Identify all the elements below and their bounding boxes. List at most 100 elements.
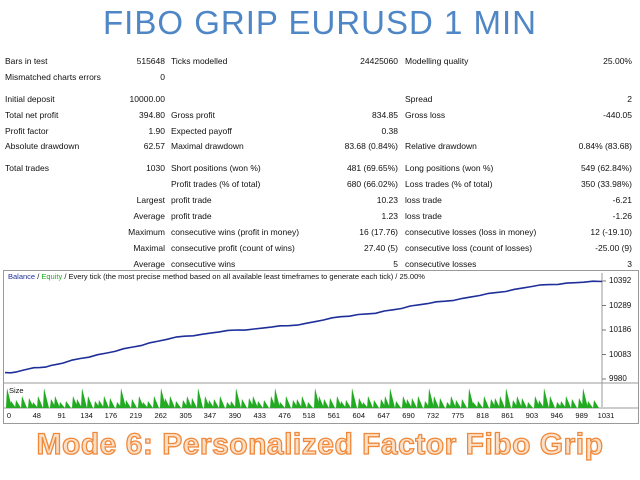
size-bar: [345, 400, 351, 408]
size-bar: [351, 388, 357, 408]
maximal-label: Maximal: [133, 243, 165, 253]
maximal-drawdown-value: 83.68 (0.84%): [344, 141, 398, 151]
size-bar: [571, 399, 577, 408]
profit-trades-value: 680 (66.02%): [346, 179, 398, 189]
largest-loss-label: loss trade: [405, 195, 442, 205]
x-tick-label: 604: [352, 411, 365, 420]
size-panel-label: Size: [9, 386, 24, 395]
x-tick-label: 561: [327, 411, 341, 420]
size-bar: [318, 396, 324, 408]
size-bar: [263, 400, 269, 408]
size-bar: [103, 396, 109, 408]
size-bar: [37, 396, 43, 408]
avg-consecutive-losses-label: consecutive losses: [405, 259, 477, 269]
size-bar: [230, 401, 236, 408]
x-tick-label: 219: [129, 411, 143, 420]
size-bar: [373, 400, 379, 408]
size-bar: [219, 396, 225, 408]
total-trades-label: Total trades: [5, 163, 49, 173]
balance-chart-svg: [4, 273, 638, 409]
x-tick-label: 989: [575, 411, 588, 420]
average-loss-label: loss trade: [405, 211, 442, 221]
gross-profit-label: Gross profit: [171, 110, 215, 120]
expected-payoff-value: 0.38: [381, 126, 398, 136]
long-positions-label: Long positions (won %): [405, 163, 494, 173]
x-tick-label: 134: [80, 411, 93, 420]
size-bar: [499, 396, 505, 408]
legend-balance: Balance: [8, 272, 36, 281]
x-tick-label: 818: [476, 411, 489, 420]
size-bar: [43, 388, 49, 408]
size-bar: [367, 396, 373, 408]
y-tick-label: 9980: [609, 374, 627, 383]
y-tick-label: 10083: [609, 349, 632, 359]
avg-consecutive-losses-value: 3: [627, 259, 632, 269]
profit-factor-label: Profit factor: [5, 126, 49, 136]
size-bar: [131, 399, 137, 408]
gross-loss-value: -440.05: [603, 110, 632, 120]
size-bar: [384, 396, 390, 408]
size-bar: [109, 398, 115, 408]
size-bar: [307, 402, 313, 408]
size-bar: [147, 401, 153, 408]
size-bar: [186, 396, 192, 408]
loss-trades-label: Loss trades (% of total): [405, 179, 493, 189]
initial-deposit-label: Initial deposit: [5, 94, 55, 104]
size-bar: [235, 388, 241, 408]
size-bar: [468, 388, 474, 408]
size-bar: [329, 398, 335, 408]
x-tick-label: 305: [179, 411, 192, 420]
size-bar: [340, 401, 346, 408]
spread-label: Spread: [405, 94, 433, 104]
size-bar: [505, 388, 511, 408]
size-bar: [153, 396, 159, 408]
x-tick-label: 176: [104, 411, 118, 420]
x-tick-label: 347: [203, 411, 217, 420]
legend-model-info: / Every tick (the most precise method ba…: [62, 272, 425, 281]
largest-loss-value: -6.21: [612, 195, 632, 205]
gross-loss-label: Gross loss: [405, 110, 446, 120]
mismatched-errors-label: Mismatched charts errors: [5, 72, 101, 82]
legend-equity: Equity: [41, 272, 63, 281]
size-bar: [279, 402, 285, 408]
x-tick-label: 91: [57, 411, 66, 420]
size-bar: [296, 399, 302, 408]
size-bar: [175, 401, 181, 408]
long-positions-value: 549 (62.84%): [580, 163, 632, 173]
size-bar: [125, 400, 131, 408]
size-bar: [98, 400, 104, 408]
bars-in-test-label: Bars in test: [5, 56, 48, 66]
largest-profit-label: profit trade: [171, 195, 212, 205]
size-bar: [208, 400, 214, 408]
x-tick-label: 690: [402, 411, 415, 420]
size-bar: [213, 399, 219, 408]
y-tick-label: 10392: [609, 276, 632, 285]
size-bar: [87, 396, 93, 408]
max-consecutive-wins-label: consecutive wins (profit in money): [171, 227, 300, 237]
size-bar: [565, 396, 571, 408]
maximal-consecutive-profit-value: 27.40 (5): [363, 243, 398, 253]
average-consecutive-label: Average: [133, 259, 165, 269]
gross-profit-value: 834.85: [372, 110, 398, 120]
size-bar: [241, 399, 247, 408]
size-bar: [6, 388, 12, 408]
x-tick-label: 775: [451, 411, 465, 420]
x-tick-label: 390: [228, 411, 242, 420]
chart-legend: Balance / Equity / Every tick (the most …: [8, 272, 425, 281]
size-bar: [285, 396, 291, 408]
relative-drawdown-label: Relative drawdown: [405, 141, 477, 151]
maximal-consecutive-loss-label: consecutive loss (count of losses): [405, 243, 533, 253]
relative-drawdown-value: 0.84% (83.68): [578, 141, 632, 151]
short-positions-value: 481 (69.65%): [346, 163, 398, 173]
maximal-consecutive-profit-label: consecutive profit (count of wins): [171, 243, 295, 253]
average-label: Average: [133, 211, 165, 221]
x-tick-label: 0: [6, 411, 12, 420]
size-bar: [164, 398, 170, 408]
avg-consecutive-wins-value: 5: [393, 259, 398, 269]
size-bar: [65, 401, 71, 408]
size-bar: [455, 400, 461, 408]
x-tick-label: 732: [426, 411, 440, 420]
size-bar: [32, 402, 38, 408]
size-bar: [76, 399, 82, 408]
size-bar: [461, 399, 467, 408]
